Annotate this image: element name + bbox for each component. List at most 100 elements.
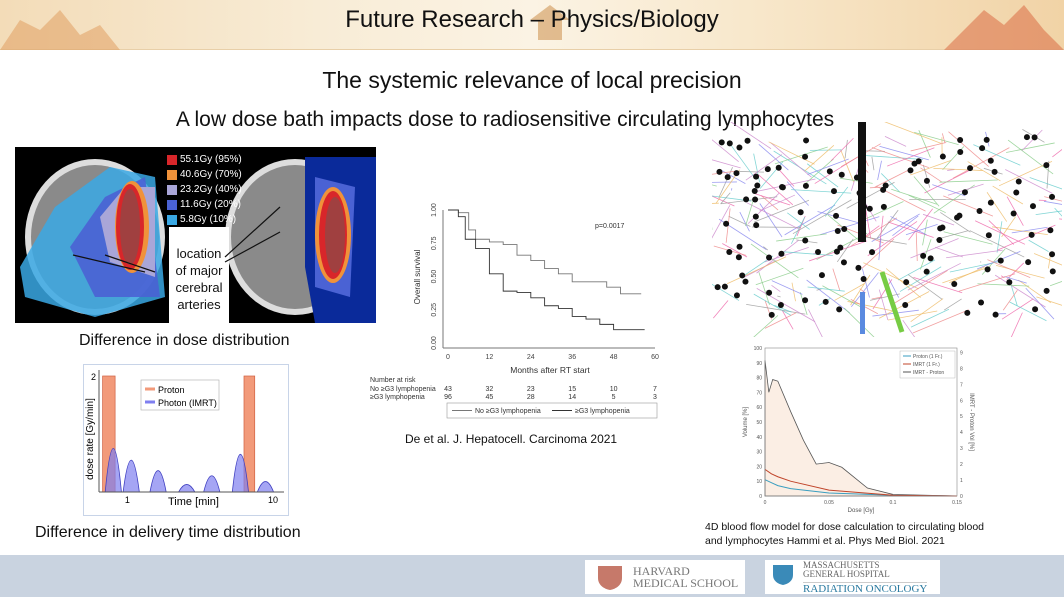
vessel-segment (786, 181, 809, 206)
lymphocyte-marker (718, 139, 725, 146)
brain-dose-figure: 55.1Gy (95%) 40.6Gy (70%) 23.2Gy (40%) 11.6… (15, 147, 376, 323)
radiation-oncology-label: RADIATION ONCOLOGY (803, 581, 928, 595)
y-tick-label: 0 (759, 494, 762, 500)
lymphocyte-marker (766, 289, 773, 296)
y2-tick-label: 5 (960, 414, 963, 420)
vessel-segment (1001, 298, 1034, 320)
risk-value: 7 (653, 386, 657, 393)
vessel-segment (787, 212, 810, 230)
y2-tick-label: 3 (960, 446, 963, 452)
y2-tick-label: 1 (960, 478, 963, 484)
lymphocyte-marker (1032, 306, 1039, 313)
vessel-segment (933, 167, 983, 171)
mgh-shield-icon (773, 565, 793, 585)
vessel-segment (784, 204, 836, 236)
risk-value: 96 (444, 394, 452, 401)
vessel-segment (791, 189, 852, 194)
slide-title: The systemic relevance of local precisio… (322, 67, 742, 93)
lymphocyte-marker (927, 255, 934, 262)
vessel-segment (1058, 218, 1062, 220)
lymphocyte-marker (818, 272, 825, 279)
lymphocyte-marker (743, 196, 750, 203)
vessel-segment (763, 246, 769, 251)
vessel-segment (876, 209, 899, 239)
y2-axis-label: IMRT - Proton Vol [%] (968, 393, 974, 451)
vessel-segment (890, 216, 927, 236)
vessel-segment (847, 301, 897, 313)
lymphocyte-marker (724, 174, 731, 181)
vessel-segment (861, 236, 907, 245)
vessel-segment (910, 142, 947, 152)
harvard-line: HARVARD (633, 564, 690, 578)
lymphocyte-marker (778, 250, 785, 257)
vessel-segment (1006, 142, 1055, 153)
y2-tick-label: 8 (960, 366, 963, 372)
lymphocyte-marker (1049, 268, 1056, 275)
decorative-pagoda-left (0, 10, 120, 50)
vessel-segment (872, 279, 893, 310)
dose-legend-item: 11.6Gy (20%) (167, 197, 242, 212)
lymphocyte-marker (766, 254, 773, 261)
vessel-segment (1021, 129, 1043, 151)
lymphocyte-marker (967, 165, 974, 172)
delivery-time-chart: 2 1 10 Time [min] dose rate [Gy/min] Proton Ph… (83, 364, 289, 516)
annotation-line: of major (175, 263, 223, 278)
vessel-segment (832, 268, 841, 291)
lymphocyte-marker (830, 188, 837, 195)
legend-label: Proton (158, 385, 185, 395)
y-tick-label: 20 (756, 464, 762, 470)
delivery-time-caption: Difference in delivery time distribution (35, 524, 301, 541)
lymphocyte-marker (978, 299, 985, 306)
x-tick-label: 24 (527, 354, 535, 361)
vessel-segment (774, 304, 792, 313)
vessel-segment (806, 279, 850, 314)
lymphocyte-marker (985, 232, 992, 239)
vessel-segment (755, 267, 804, 286)
dose-legend-item: 23.2Gy (40%) (167, 182, 242, 197)
vessel-segment (745, 197, 755, 227)
legend-box (140, 379, 220, 411)
lymphocyte-marker (987, 199, 994, 206)
vessel-segment (726, 256, 787, 285)
vessel-segment (712, 195, 735, 207)
vessel-segment (871, 147, 929, 169)
lymphocyte-marker (957, 136, 964, 143)
vessel-segment (840, 149, 855, 183)
vessel-segment (768, 141, 815, 165)
vessel-segment (756, 239, 799, 274)
vessel-segment (939, 179, 998, 183)
lymphocyte-marker (956, 212, 963, 219)
legend-label: 55.1Gy (95%) (180, 154, 242, 165)
vessel-segment (870, 293, 900, 301)
x-tick-label: 36 (568, 354, 576, 361)
survival-chart: 0 12 24 36 48 60 0.00 0.25 0.50 0.75 1.00 Months af… (370, 203, 659, 419)
dvh-curve (764, 468, 958, 497)
x-axis-label: Dose [Gy] (848, 508, 875, 514)
vessel-segment (910, 298, 944, 322)
lymphocyte-marker (880, 186, 887, 193)
vessel-segment (1001, 216, 1016, 238)
harvard-logo: HARVARD MEDICAL SCHOOL (585, 560, 745, 594)
vessel-segment (952, 147, 1010, 179)
lymphocyte-marker (739, 272, 746, 279)
arteries-annotation: location of major cerebral arteries (169, 245, 229, 313)
vessel-segment (1007, 139, 1054, 175)
photon-peak (231, 454, 249, 493)
vessel-segment (771, 280, 803, 295)
vessel-segment (891, 188, 938, 205)
decorative-pagoda-right (944, 5, 1064, 50)
vessel-segment (943, 298, 962, 311)
y-tick-label: 90 (756, 361, 762, 367)
lymphocyte-marker (1010, 210, 1017, 217)
vessel-segment (834, 283, 865, 301)
lymphocyte-marker (880, 203, 887, 210)
vessel-segment (730, 122, 772, 150)
vessel-segment (764, 246, 809, 263)
vessel-segment (782, 310, 794, 330)
risk-value: 28 (527, 394, 535, 401)
lymphocyte-marker (841, 225, 848, 232)
vessel-segment (712, 205, 731, 239)
y-tick-label: 1.00 (431, 203, 438, 217)
legend-label: No ≥G3 lymphopenia (475, 408, 541, 415)
vessel-segment (783, 251, 833, 256)
